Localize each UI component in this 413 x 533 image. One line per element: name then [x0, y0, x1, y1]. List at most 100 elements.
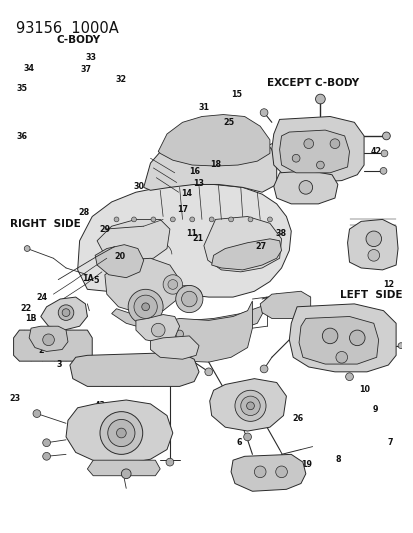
Polygon shape: [78, 184, 291, 297]
Text: 27: 27: [254, 243, 266, 252]
Text: 25: 25: [223, 118, 234, 127]
Polygon shape: [347, 220, 397, 270]
Circle shape: [141, 303, 149, 311]
Circle shape: [107, 419, 135, 447]
Circle shape: [58, 305, 74, 320]
Circle shape: [209, 217, 214, 222]
Circle shape: [367, 249, 379, 261]
Text: 35: 35: [16, 84, 27, 93]
Polygon shape: [279, 130, 349, 173]
Circle shape: [114, 217, 119, 222]
Circle shape: [335, 351, 347, 363]
Circle shape: [151, 217, 155, 222]
Circle shape: [116, 428, 126, 438]
Text: 21: 21: [192, 233, 203, 243]
Circle shape: [397, 343, 403, 349]
Text: 19: 19: [300, 459, 311, 469]
Circle shape: [247, 217, 252, 222]
Polygon shape: [135, 314, 179, 343]
Polygon shape: [95, 245, 143, 278]
Circle shape: [166, 458, 173, 466]
Text: 38: 38: [275, 229, 286, 238]
Circle shape: [33, 410, 40, 417]
Circle shape: [315, 94, 325, 104]
Polygon shape: [230, 454, 305, 491]
Text: 22: 22: [20, 304, 31, 313]
Text: 2: 2: [38, 346, 44, 356]
Text: 33: 33: [85, 53, 96, 62]
Circle shape: [43, 439, 50, 447]
Text: EXCEPT C-BODY: EXCEPT C-BODY: [267, 78, 359, 88]
Text: 39: 39: [273, 184, 285, 193]
Polygon shape: [143, 126, 276, 192]
Circle shape: [43, 453, 50, 460]
Circle shape: [168, 280, 177, 289]
Polygon shape: [97, 220, 169, 260]
Circle shape: [379, 167, 386, 174]
Circle shape: [380, 150, 387, 157]
Text: 15: 15: [230, 90, 241, 99]
Polygon shape: [203, 216, 281, 272]
Text: 6: 6: [236, 438, 242, 447]
Polygon shape: [87, 460, 160, 476]
Circle shape: [134, 295, 157, 318]
Text: 43: 43: [95, 401, 106, 410]
Text: 29: 29: [100, 225, 111, 234]
Text: 40: 40: [360, 221, 371, 230]
Text: 9: 9: [372, 405, 377, 414]
Text: 36: 36: [16, 132, 27, 141]
Circle shape: [246, 402, 254, 410]
Circle shape: [259, 365, 267, 373]
Circle shape: [24, 246, 30, 252]
Circle shape: [303, 139, 313, 149]
Circle shape: [316, 161, 323, 169]
Circle shape: [228, 217, 233, 222]
Text: 34: 34: [24, 64, 34, 74]
Text: 30: 30: [133, 182, 144, 191]
Polygon shape: [271, 117, 363, 182]
Text: C-BODY: C-BODY: [56, 35, 100, 45]
Text: 31: 31: [198, 103, 209, 111]
Polygon shape: [289, 304, 395, 372]
Circle shape: [181, 291, 197, 307]
Circle shape: [151, 324, 165, 337]
Text: 11: 11: [186, 229, 197, 238]
Circle shape: [329, 139, 339, 149]
Text: LEFT  SIDE: LEFT SIDE: [339, 290, 401, 300]
Circle shape: [382, 132, 389, 140]
Circle shape: [267, 217, 272, 222]
Text: 1: 1: [33, 338, 38, 348]
Text: 93156  1000A: 93156 1000A: [16, 21, 118, 36]
Circle shape: [275, 466, 287, 478]
Text: 26: 26: [292, 414, 303, 423]
Circle shape: [298, 181, 312, 194]
Circle shape: [235, 390, 266, 422]
Text: 1B: 1B: [25, 314, 36, 324]
Polygon shape: [66, 400, 172, 464]
Circle shape: [243, 433, 251, 441]
Circle shape: [128, 289, 163, 324]
Circle shape: [175, 286, 202, 313]
Polygon shape: [158, 115, 269, 166]
Circle shape: [259, 109, 267, 117]
Circle shape: [254, 466, 266, 478]
Polygon shape: [259, 291, 310, 318]
Text: 13: 13: [192, 179, 204, 188]
Polygon shape: [211, 239, 281, 270]
Polygon shape: [209, 378, 286, 431]
Text: 4: 4: [137, 429, 142, 438]
Text: 18: 18: [209, 159, 221, 168]
Text: 28: 28: [78, 208, 90, 217]
Polygon shape: [273, 171, 337, 204]
Text: RIGHT  SIDE: RIGHT SIDE: [10, 219, 81, 229]
Circle shape: [121, 469, 131, 479]
Circle shape: [100, 411, 142, 454]
Text: 12: 12: [382, 280, 394, 288]
Polygon shape: [14, 330, 92, 361]
Circle shape: [292, 155, 299, 162]
Text: 10: 10: [358, 385, 369, 394]
Text: 20: 20: [114, 252, 125, 261]
Circle shape: [365, 231, 381, 247]
Text: 23: 23: [9, 394, 21, 403]
Text: 37: 37: [80, 66, 91, 75]
